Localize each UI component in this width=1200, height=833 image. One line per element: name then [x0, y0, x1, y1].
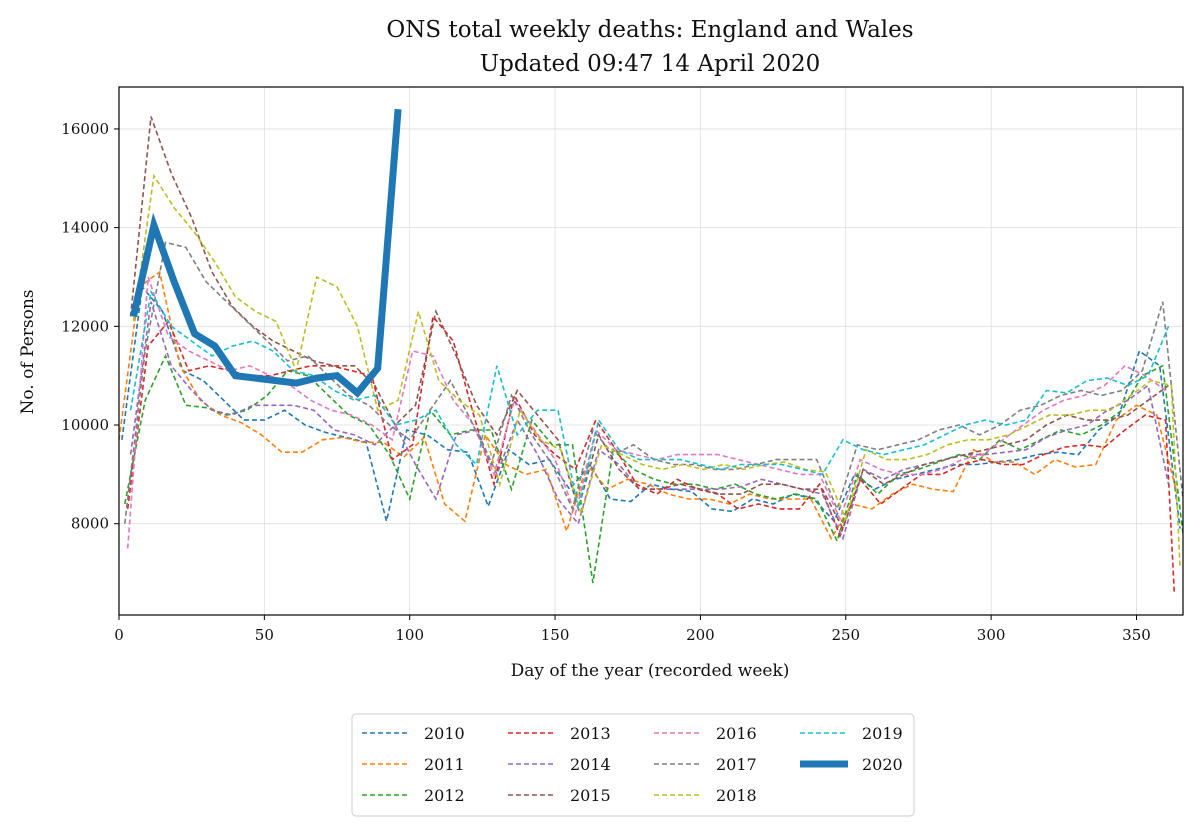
y-tick-label: 10000	[61, 416, 109, 434]
legend-label-2014: 2014	[570, 755, 611, 774]
axis-ticks: 0 50 100 150 200 250 300 350 8000 10000 12000 14000…	[61, 120, 1151, 644]
legend-frame	[351, 713, 915, 817]
legend-label-2020: 2020	[862, 755, 903, 774]
series-line-2014	[129, 301, 1170, 541]
series-line-2016	[126, 276, 1167, 549]
x-tick-label: 50	[255, 626, 274, 644]
x-tick-label: 250	[831, 626, 860, 644]
y-tick-label: 16000	[61, 120, 109, 138]
series-line-2013	[126, 314, 1176, 593]
legend-label-2011: 2011	[424, 755, 465, 774]
legend-label-2019: 2019	[862, 724, 903, 743]
legend-label-2016: 2016	[716, 724, 757, 743]
legend-label-2015: 2015	[570, 786, 611, 805]
y-tick-label: 12000	[61, 317, 109, 335]
series-line-2012	[124, 353, 1183, 584]
series-group	[119, 108, 1183, 593]
plot-area	[119, 108, 1183, 593]
x-tick-label: 350	[1122, 626, 1151, 644]
legend-label-2010: 2010	[424, 724, 465, 743]
x-axis-label: Day of the year (recorded week)	[511, 661, 790, 681]
x-tick-label: 300	[977, 626, 1006, 644]
legend-label-2013: 2013	[570, 724, 611, 743]
series-line-2011	[119, 270, 1178, 541]
legend-label-2012: 2012	[424, 786, 465, 805]
series-line-2015	[129, 116, 1169, 531]
x-tick-label: 0	[114, 626, 124, 644]
chart-subtitle: Updated 09:47 14 April 2020	[480, 51, 821, 77]
legend-label-2018: 2018	[716, 786, 757, 805]
plot-frame	[118, 86, 1184, 616]
chart-title: ONS total weekly deaths: England and Wal…	[386, 17, 913, 43]
x-tick-label: 150	[541, 626, 570, 644]
y-tick-label: 8000	[71, 515, 109, 533]
grid	[118, 87, 1183, 615]
series-line-2019	[129, 289, 1170, 510]
y-tick-label: 14000	[61, 219, 109, 237]
series-line-2010	[121, 284, 1181, 529]
series-line-2018	[132, 173, 1181, 569]
legend: 2010 2011 2012 2013 2014 2015 2016 2017 2018 2019…	[351, 713, 915, 817]
y-axis-label: No. of Persons	[18, 289, 38, 414]
legend-label-2017: 2017	[716, 755, 757, 774]
x-tick-label: 200	[686, 626, 715, 644]
series-line-2020	[130, 108, 402, 398]
x-tick-label: 100	[395, 626, 424, 644]
